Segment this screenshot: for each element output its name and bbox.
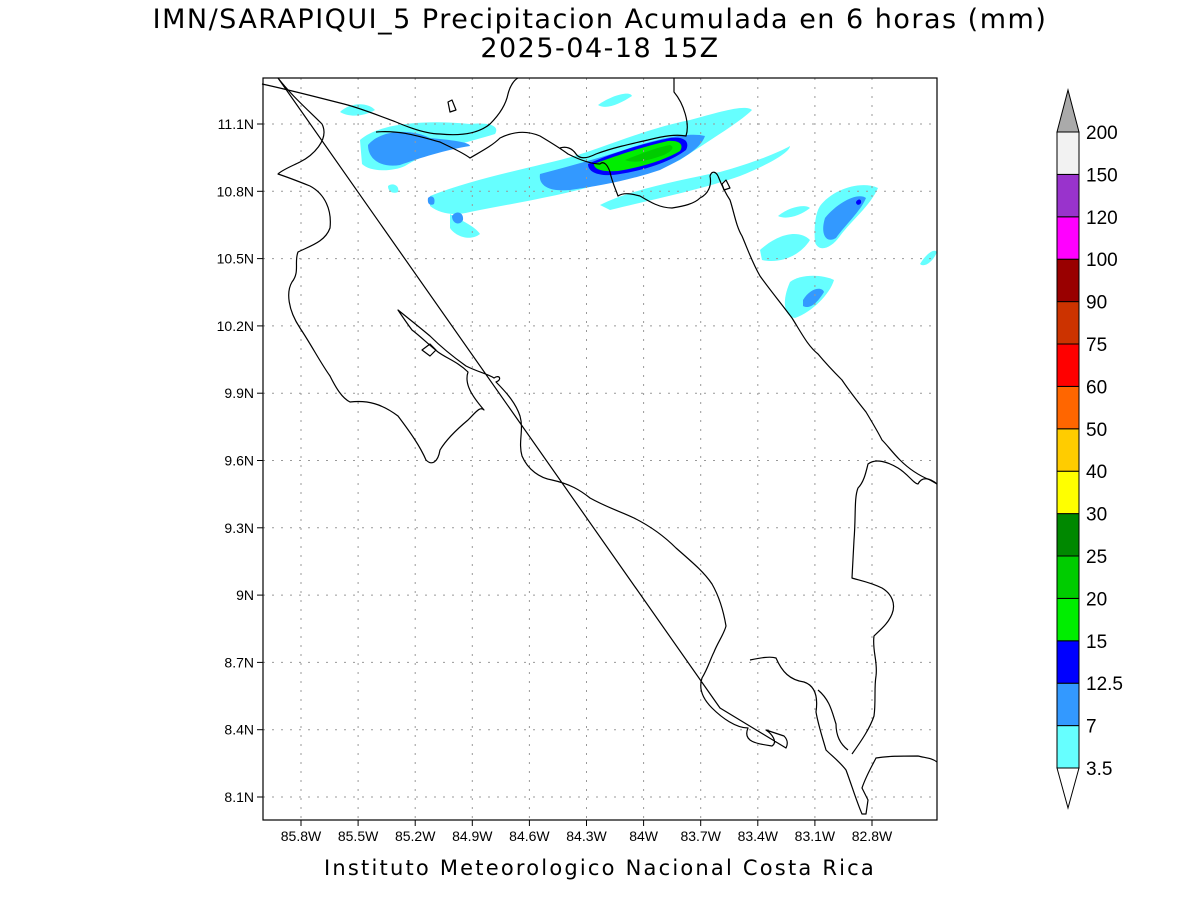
- colorbar-swatch: [1056, 216, 1080, 260]
- island: [721, 179, 731, 191]
- precip-area-level-7: [427, 196, 435, 205]
- lat-tick-label: 10.5N: [217, 251, 254, 267]
- map-axes: 85.8W 85.5W 85.2W 84.9W 84.6W 84.3W 84W 83.7W 83…: [217, 116, 893, 844]
- lon-tick-label: 84.6W: [509, 828, 550, 844]
- colorbar-level-label: 3.5: [1086, 759, 1112, 780]
- colorbar-swatch: [1056, 513, 1080, 557]
- caribbean-coastline: [717, 175, 938, 485]
- lat-tick-label: 9.9N: [224, 385, 254, 401]
- lat-tick-label: 8.7N: [224, 654, 254, 670]
- panama-border: [851, 460, 938, 755]
- lon-tick-label: 83.4W: [738, 828, 779, 844]
- colorbar-swatch: [1056, 470, 1080, 515]
- map-gridlines: [263, 78, 937, 820]
- lat-tick-label: 9.3N: [224, 520, 254, 536]
- lon-tick-label: 84.3W: [566, 828, 607, 844]
- precip-area-level-3.5: [920, 250, 937, 266]
- pacific-coastline: [277, 77, 788, 749]
- precip-area-level-12.5: [856, 199, 862, 205]
- colorbar-level-label: 150: [1086, 165, 1118, 186]
- colorbar-swatch: [1056, 640, 1080, 684]
- colorbar-above-triangle: [1056, 88, 1080, 133]
- precip-area-level-3.5: [760, 234, 810, 262]
- colorbar-swatch: [1056, 682, 1080, 727]
- lat-tick-label: 9N: [236, 587, 254, 603]
- precip-area-level-20: [625, 145, 673, 162]
- map-title: IMN/SARAPIQUI_5 Precipitacion Acumulada …: [152, 4, 1048, 35]
- precip-area-level-7: [803, 288, 824, 308]
- osa-peninsula: [749, 656, 938, 815]
- colorbar-level-label: 7: [1086, 717, 1097, 738]
- colorbar-level-label: 100: [1086, 250, 1118, 271]
- precip-area-level-3.5: [598, 93, 632, 107]
- colorbar-swatch: [1056, 301, 1080, 345]
- san-juan-river: [559, 78, 688, 159]
- precip-area-level-3.5: [340, 104, 375, 116]
- lat-tick-label: 8.1N: [224, 789, 254, 805]
- lon-tick-label: 85.5W: [338, 828, 379, 844]
- colorbar-level-label: 200: [1086, 123, 1118, 144]
- lat-tick-label: 10.2N: [217, 318, 254, 334]
- lon-tick-label: 84.9W: [452, 828, 493, 844]
- colorbar-level-label: 40: [1086, 462, 1107, 483]
- precip-area-level-7: [823, 196, 866, 240]
- lat-tick-label: 11.1N: [218, 116, 254, 132]
- lat-tick-label: 8.4N: [224, 722, 254, 738]
- colorbar-level-label: 90: [1086, 293, 1107, 314]
- colorbar-level-label: 12.5: [1086, 674, 1123, 695]
- lon-tick-label: 85.8W: [281, 828, 322, 844]
- colorbar-level-label: 15: [1086, 632, 1107, 653]
- map-frame: [262, 77, 938, 821]
- golfo-dulce-coast: [817, 689, 849, 751]
- nicaragua-border: [375, 131, 719, 209]
- lon-tick-label: 82.8W: [852, 828, 893, 844]
- colorbar-swatch: [1056, 258, 1080, 303]
- colorbar-level-label: 25: [1086, 547, 1107, 568]
- precip-area-level-7: [452, 212, 464, 224]
- precip-area-level-3.5: [778, 206, 810, 218]
- colorbar-swatch: [1056, 725, 1080, 769]
- colorbar-swatch: [1056, 597, 1080, 642]
- precip-area-level-7: [368, 131, 470, 166]
- colorbar-level-label: 30: [1086, 505, 1107, 526]
- coastline-and-borders: [261, 77, 938, 815]
- island: [421, 343, 437, 357]
- colorbar-swatch: [1056, 343, 1080, 387]
- colorbar: 3.5 7 12.5 15 20 25 30 40 50 60 75 90 100 120 150 200: [1056, 88, 1123, 810]
- lon-tick-label: 83.7W: [680, 828, 721, 844]
- island: [447, 99, 457, 113]
- colorbar-swatch: [1056, 555, 1080, 599]
- lon-tick-label: 85.2W: [395, 828, 436, 844]
- colorbar-swatch: [1056, 131, 1080, 175]
- colorbar-below-triangle: [1056, 767, 1080, 810]
- lon-tick-label: 84W: [629, 828, 659, 844]
- footer-credit: Instituto Meteorologico Nacional Costa R…: [324, 856, 876, 880]
- colorbar-swatch: [1056, 385, 1080, 430]
- colorbar-swatch: [1056, 428, 1080, 472]
- precip-area-level-3.5: [388, 184, 399, 193]
- colorbar-level-label: 50: [1086, 420, 1107, 441]
- colorbar-level-label: 60: [1086, 377, 1107, 398]
- nicaragua-lake-shore: [261, 77, 519, 136]
- map-valid-time: 2025-04-18 15Z: [480, 33, 720, 64]
- precip-area-level-3.5: [600, 146, 790, 210]
- lat-tick-label: 9.6N: [224, 453, 254, 469]
- lon-tick-label: 83.1W: [795, 828, 836, 844]
- colorbar-level-label: 20: [1086, 589, 1107, 610]
- colorbar-level-label: 120: [1086, 208, 1118, 229]
- colorbar-swatch: [1056, 173, 1080, 218]
- precipitation-field: [340, 93, 937, 318]
- colorbar-level-label: 75: [1086, 335, 1107, 356]
- lat-tick-label: 10.8N: [217, 183, 254, 199]
